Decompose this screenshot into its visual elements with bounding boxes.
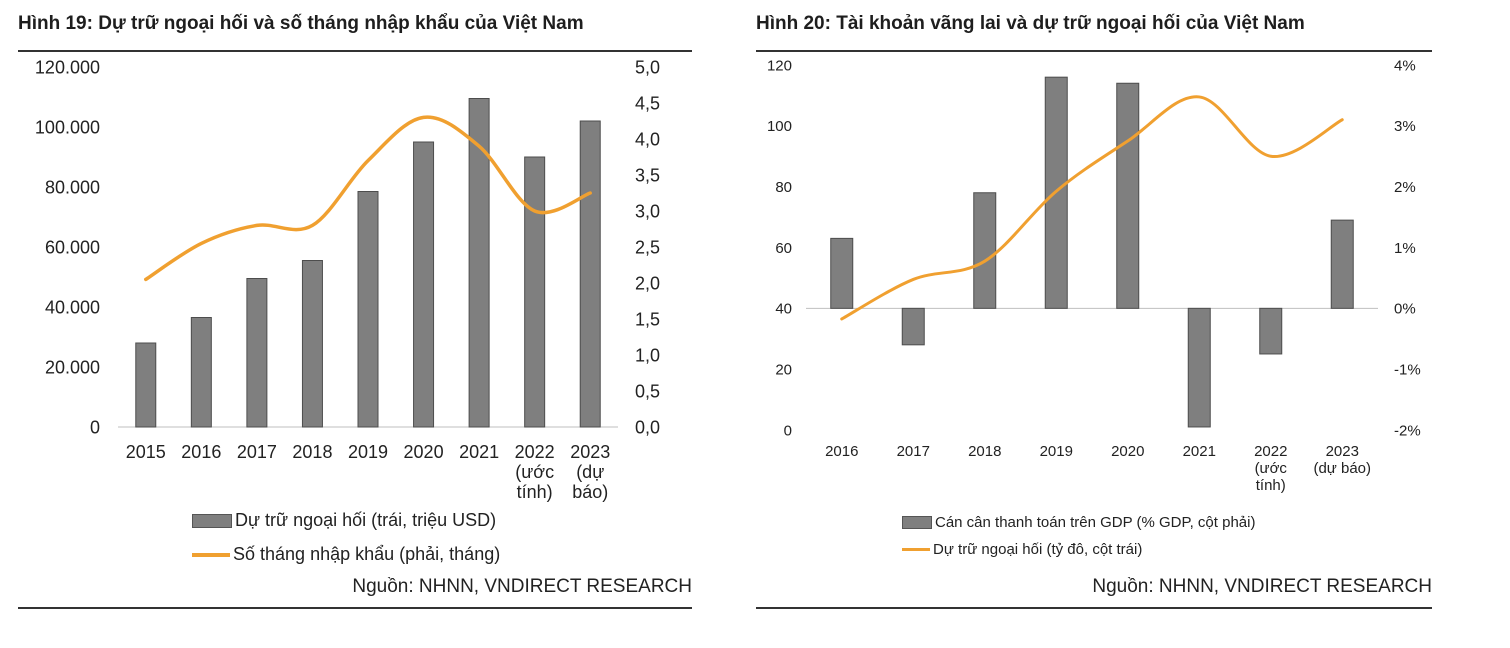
x-tick-label: 2022 (ước tính): [515, 442, 555, 502]
y-tick-label: 120.000: [35, 57, 100, 77]
x-tick-label: 2022 (ước tính): [1254, 443, 1287, 494]
y-tick-label: 0: [90, 417, 100, 437]
bar: [1330, 219, 1354, 309]
y-tick-label: 60: [775, 240, 792, 257]
bar: [973, 192, 997, 309]
top-rule: [18, 50, 692, 52]
y-tick-label: 80: [775, 179, 792, 196]
legend-item-bar: Dự trữ ngoại hối (trái, triệu USD): [192, 510, 496, 531]
bar: [190, 317, 212, 428]
y2-tick-label: 5,0: [635, 57, 660, 77]
source-note: Nguồn: NHNN, VNDIRECT RESEARCH: [1092, 576, 1432, 597]
x-tick-label: 2016: [181, 442, 221, 462]
bar: [357, 191, 379, 428]
y-tick-label: 100: [767, 118, 792, 135]
y-tick-label: 100.000: [35, 117, 100, 137]
y2-tick-label: 1,5: [635, 309, 660, 329]
x-tick-label: 2016: [825, 443, 858, 460]
legend-line-label: Số tháng nhập khẩu (phải, tháng): [233, 544, 501, 564]
x-tick-label: 2019: [1040, 443, 1073, 460]
y2-tick-label: 1%: [1394, 240, 1416, 257]
y-tick-label: 60.000: [45, 237, 100, 257]
y2-tick-label: 0%: [1394, 301, 1416, 318]
bar: [246, 278, 268, 428]
legend-bar-label: Dự trữ ngoại hối (trái, triệu USD): [235, 510, 497, 530]
bar: [830, 237, 854, 309]
x-tick-label: 2017: [897, 443, 930, 460]
chart-plot: 0 20 40 60 80 100 120 -2% -1% 0% 1% 2% 3% 4% 2016 2017 2…: [767, 57, 1421, 494]
chart-plot: 0 20.000 40.000 60.000 80.000 100.000 120.000 0…: [35, 57, 660, 502]
chart-title: Hình 19: Dự trữ ngoại hối và số tháng nh…: [18, 13, 584, 34]
source-note: Nguồn: NHNN, VNDIRECT RESEARCH: [352, 576, 692, 597]
bottom-rule: [18, 607, 692, 609]
bottom-rule: [756, 607, 1432, 609]
legend-line-swatch: [902, 548, 930, 551]
y2-tick-label: 0,0: [635, 417, 660, 437]
legend-item-line: Số tháng nhập khẩu (phải, tháng): [192, 544, 500, 565]
x-tick-label: 2023 (dự báo): [570, 442, 610, 502]
y2-tick-label: 2%: [1394, 179, 1416, 196]
bar: [1116, 82, 1140, 309]
bar: [413, 141, 435, 428]
x-tick-label: 2018: [968, 443, 1001, 460]
top-rule: [756, 50, 1432, 52]
y2-tick-label: 4,5: [635, 93, 660, 113]
legend-line-label: Dự trữ ngoại hối (tỷ đô, cột trái): [933, 541, 1143, 558]
bar: [901, 307, 925, 346]
y-tick-label: 20.000: [45, 357, 100, 377]
legend-bar-swatch: [192, 513, 232, 528]
y2-tick-label: 3,0: [635, 201, 660, 221]
y-tick-label: 80.000: [45, 177, 100, 197]
y2-tick-label: 2,0: [635, 273, 660, 293]
x-tick-label: 2023 (dự báo): [1313, 443, 1371, 477]
y2-tick-label: 3%: [1394, 118, 1416, 135]
bar: [301, 260, 323, 428]
legend-bar-swatch: [902, 516, 932, 529]
y-tick-label: 0: [784, 422, 792, 439]
bar: [135, 342, 157, 428]
x-tick-label: 2018: [292, 442, 332, 462]
y2-tick-label: 2,5: [635, 237, 660, 257]
bar: [524, 156, 546, 428]
y-tick-label: 120: [767, 57, 792, 74]
bar: [468, 98, 490, 428]
y-tick-label: 40: [775, 301, 792, 318]
bar: [579, 120, 601, 428]
y2-tick-label: 0,5: [635, 381, 660, 401]
line-series: [840, 95, 1344, 321]
y2-tick-label: -1%: [1394, 361, 1421, 378]
chart-title: Hình 20: Tài khoản vãng lai và dự trữ ng…: [756, 13, 1305, 34]
legend-item-bar: Cán cân thanh toán trên GDP (% GDP, cột …: [902, 514, 1255, 531]
x-tick-label: 2021: [459, 442, 499, 462]
y2-tick-label: -2%: [1394, 422, 1421, 439]
legend-line-swatch: [192, 552, 230, 557]
y2-tick-label: 4,0: [635, 129, 660, 149]
y-tick-label: 20: [775, 361, 792, 378]
bar: [1259, 307, 1283, 355]
y2-tick-label: 4%: [1394, 57, 1416, 74]
x-tick-label: 2020: [404, 442, 444, 462]
x-tick-label: 2020: [1111, 443, 1144, 460]
x-tick-label: 2015: [126, 442, 166, 462]
x-tick-label: 2021: [1183, 443, 1216, 460]
bar: [1187, 307, 1211, 428]
legend-item-line: Dự trữ ngoại hối (tỷ đô, cột trái): [902, 541, 1142, 558]
legend-bar-label: Cán cân thanh toán trên GDP (% GDP, cột …: [935, 514, 1256, 531]
y2-tick-label: 1,0: [635, 345, 660, 365]
x-tick-label: 2017: [237, 442, 277, 462]
y2-tick-label: 3,5: [635, 165, 660, 185]
x-tick-label: 2019: [348, 442, 388, 462]
y-tick-label: 40.000: [45, 297, 100, 317]
